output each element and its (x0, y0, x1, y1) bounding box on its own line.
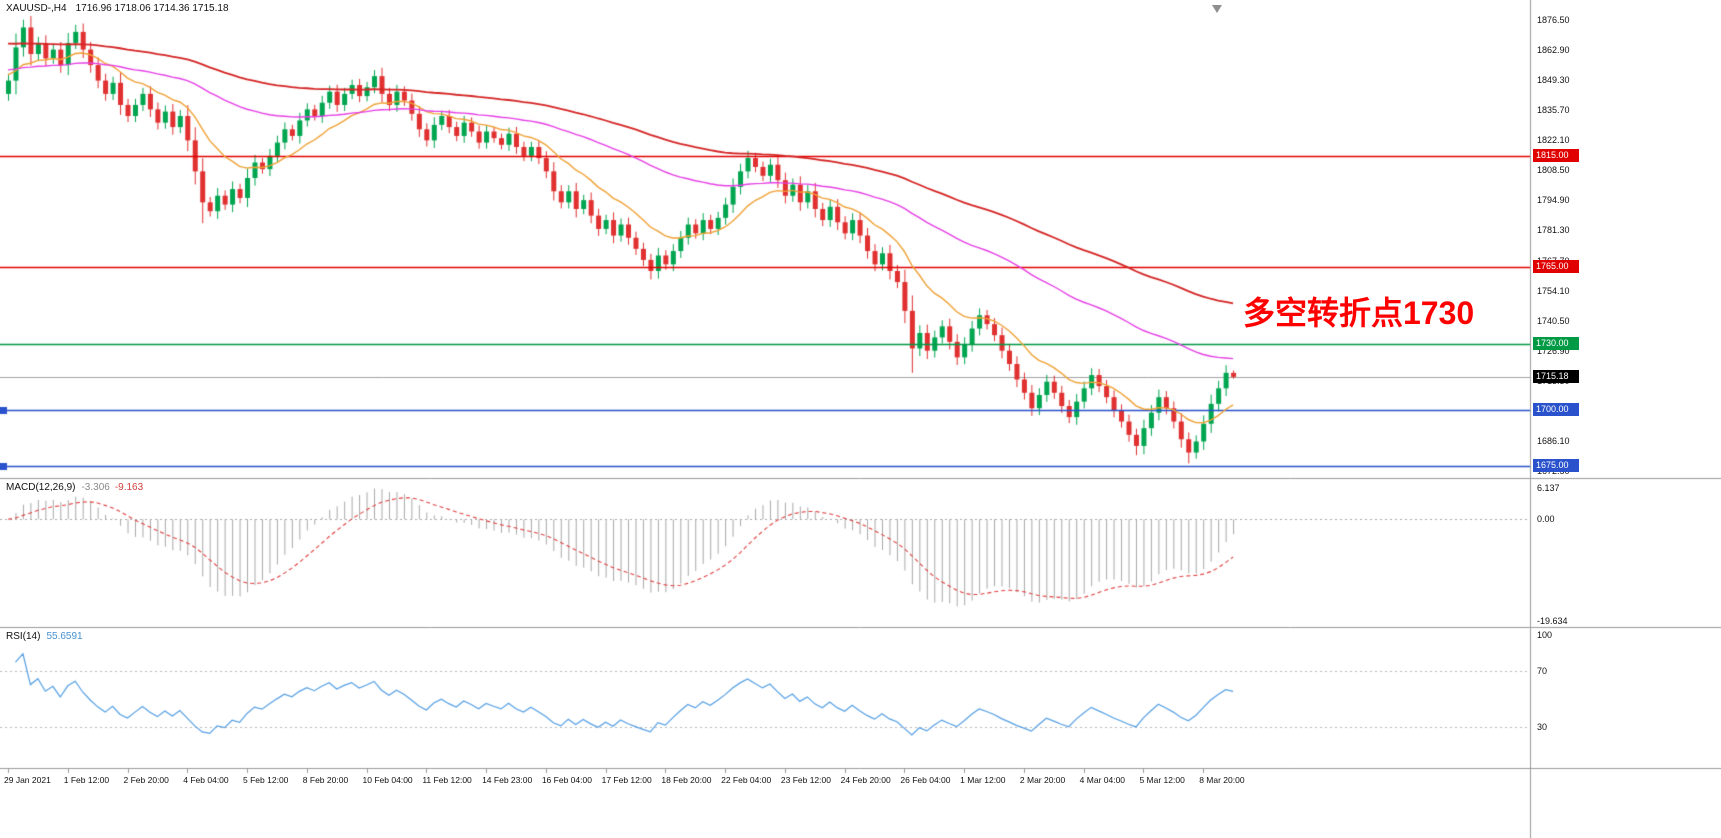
time-axis-label: 16 Feb 04:00 (541, 775, 592, 785)
macd-value: -3.306 (81, 482, 110, 493)
macd-axis-label: 6.137 (1537, 482, 1560, 493)
time-axis-label: 4 Mar 04:00 (1079, 775, 1126, 785)
rsi-value: 55.6591 (46, 631, 83, 642)
price-axis[interactable]: 1876.50 1862.90 1849.30 1835.70 1822.10 1808.… (1532, 0, 1721, 838)
price-tick-label: 1835.70 (1537, 105, 1570, 116)
price-tick-label: 1808.50 (1537, 165, 1570, 176)
time-axis-label: 29 Jan 2021 (4, 775, 51, 785)
time-axis-label: 26 Feb 04:00 (900, 775, 951, 785)
price-tick-label: 1876.50 (1537, 14, 1570, 25)
chart-shift-marker-icon[interactable] (1212, 5, 1222, 13)
macd-panel-label: MACD(12,26,9) -3.306 -9.163 (6, 482, 143, 493)
time-axis-label: 14 Feb 23:00 (482, 775, 533, 785)
time-axis-label: 5 Feb 12:00 (243, 775, 289, 785)
price-tick-label: 1754.10 (1537, 285, 1570, 296)
time-axis-label: 24 Feb 20:00 (840, 775, 891, 785)
price-tick-label: 1794.90 (1537, 195, 1570, 206)
price-level-badge: 1700.00 (1533, 403, 1579, 417)
price-level-badge: 1765.00 (1533, 259, 1579, 273)
price-tick-label: 1781.30 (1537, 225, 1570, 236)
time-axis-label: 22 Feb 04:00 (721, 775, 772, 785)
rsi-indicator-name: RSI(14) (6, 631, 41, 642)
chart-annotation-text[interactable]: 多空转折点1730 (1243, 295, 1475, 331)
time-axis-label: 1 Feb 12:00 (63, 775, 110, 785)
rsi-axis-label: 30 (1537, 721, 1548, 732)
time-axis[interactable]: 29 Jan 2021 1 Feb 12:00 2 Feb 20:00 4 Feb 0… (0, 769, 1531, 838)
time-axis-label: 2 Feb 20:00 (123, 775, 169, 785)
price-level-badge: 1730.00 (1533, 337, 1579, 351)
price-tick-label: 1862.90 (1537, 44, 1570, 55)
macd-indicator-name: MACD(12,26,9) (6, 482, 76, 493)
time-axis-label: 1 Mar 12:00 (960, 775, 1006, 785)
macd-axis-label: -19.634 (1537, 615, 1568, 626)
price-tick-label: 1726.90 (1537, 345, 1570, 356)
macd-signal-value: -9.163 (114, 482, 144, 493)
time-axis-label: 8 Feb 20:00 (302, 775, 349, 785)
price-level-badge: 1675.00 (1533, 458, 1579, 472)
chart-title: XAUUSD-,H4 1716.96 1718.06 1714.36 1715.1… (6, 3, 229, 14)
time-axis-label: 23 Feb 12:00 (780, 775, 831, 785)
rsi-axis-label: 70 (1537, 666, 1548, 677)
rsi-axis-label: 100 (1537, 630, 1553, 640)
time-axis-label: 18 Feb 20:00 (661, 775, 712, 785)
macd-axis-label: 0.00 (1537, 514, 1555, 525)
price-level-badge: 1815.00 (1533, 148, 1579, 162)
time-axis-label: 5 Mar 12:00 (1139, 775, 1185, 785)
price-tick-label: 1822.10 (1537, 135, 1570, 146)
price-tick-label: 1740.50 (1537, 315, 1570, 326)
time-axis-label: 2 Mar 20:00 (1019, 775, 1066, 785)
time-axis-label: 8 Mar 20:00 (1199, 775, 1245, 785)
symbol-period-label: XAUUSD-,H4 (6, 3, 67, 14)
price-tick-label: 1849.30 (1537, 74, 1570, 85)
time-axis-label: 4 Feb 04:00 (183, 775, 229, 785)
price-tick-label: 1686.10 (1537, 436, 1570, 447)
ohlc-quote-label: 1716.96 1718.06 1714.36 1715.18 (75, 3, 229, 14)
time-axis-label: 10 Feb 04:00 (362, 775, 413, 785)
rsi-panel-label: RSI(14) 55.6591 (6, 631, 83, 642)
time-axis-label: 11 Feb 12:00 (422, 775, 472, 785)
time-axis-label: 17 Feb 12:00 (601, 775, 652, 785)
current-price-badge: 1715.18 (1533, 369, 1579, 383)
